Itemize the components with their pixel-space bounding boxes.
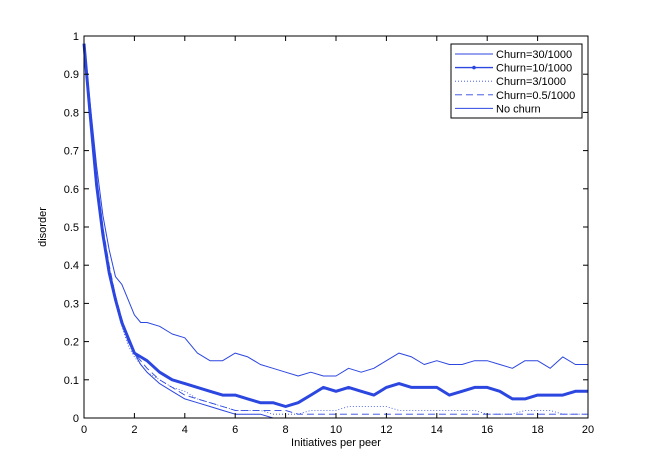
x-tick-label: 0 <box>81 424 87 436</box>
y-tick-label: 0 <box>73 413 79 425</box>
x-tick-label: 20 <box>582 424 594 436</box>
series-line-1 <box>83 43 588 377</box>
legend-label-1: Churn=30/1000 <box>496 49 572 61</box>
x-tick-label: 4 <box>182 424 188 436</box>
y-tick-label: 0.7 <box>64 146 79 158</box>
x-tick-label: 12 <box>380 424 392 436</box>
x-tick-label: 18 <box>531 424 543 436</box>
series-line-2 <box>82 43 588 408</box>
legend-label-5: No churn <box>496 103 541 115</box>
legend-marker <box>472 65 476 70</box>
series-line-3 <box>83 43 588 415</box>
y-tick-label: 0.9 <box>64 69 79 81</box>
x-tick-label: 16 <box>481 424 493 436</box>
legend-label-2: Churn=10/1000 <box>496 63 572 75</box>
y-tick-label: 0.3 <box>64 298 79 310</box>
legend-label-4: Churn=0.5/1000 <box>496 90 575 102</box>
y-tick-label: 0.6 <box>64 184 79 196</box>
x-tick-label: 8 <box>283 424 289 436</box>
y-tick-label: 0.1 <box>64 375 79 387</box>
x-tick-label: 14 <box>431 424 443 436</box>
ticks-layer: 0 2 4 6 8 10 12 14 16 18 20 0 0.1 0.2 0.3 0.4 0.5 0.6 0.7 0… <box>64 31 594 436</box>
x-axis-label: Initiatives per peer <box>291 437 381 449</box>
legend-box <box>450 43 583 119</box>
y-tick-label: 0.5 <box>64 222 79 234</box>
y-tick-label: 1 <box>73 31 79 43</box>
y-tick-label: 0.4 <box>64 260 79 272</box>
y-tick-label: 0.2 <box>64 337 79 349</box>
y-axis-label: disorder <box>37 207 49 247</box>
x-tick-label: 6 <box>232 424 238 436</box>
x-tick-label: 2 <box>131 424 137 436</box>
y-tick-label: 0.8 <box>64 107 79 119</box>
x-tick-label: 10 <box>330 424 342 436</box>
legend-label-3: Churn=3/1000 <box>496 76 566 88</box>
